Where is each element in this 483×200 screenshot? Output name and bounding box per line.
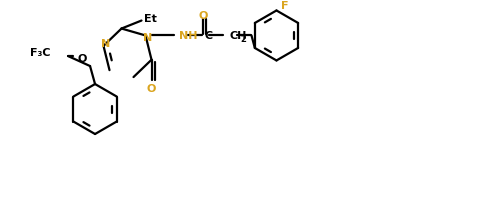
Text: N: N (143, 33, 152, 43)
Text: Et: Et (144, 13, 157, 23)
Text: O: O (147, 83, 156, 93)
Text: 2: 2 (241, 35, 246, 44)
Text: N: N (101, 39, 110, 49)
Text: F: F (282, 1, 289, 11)
Text: F₃C: F₃C (29, 48, 50, 58)
Text: CH: CH (229, 31, 247, 41)
Text: NH: NH (179, 31, 197, 41)
Text: O: O (77, 54, 87, 64)
Text: O: O (199, 11, 208, 21)
Text: C: C (204, 31, 213, 41)
